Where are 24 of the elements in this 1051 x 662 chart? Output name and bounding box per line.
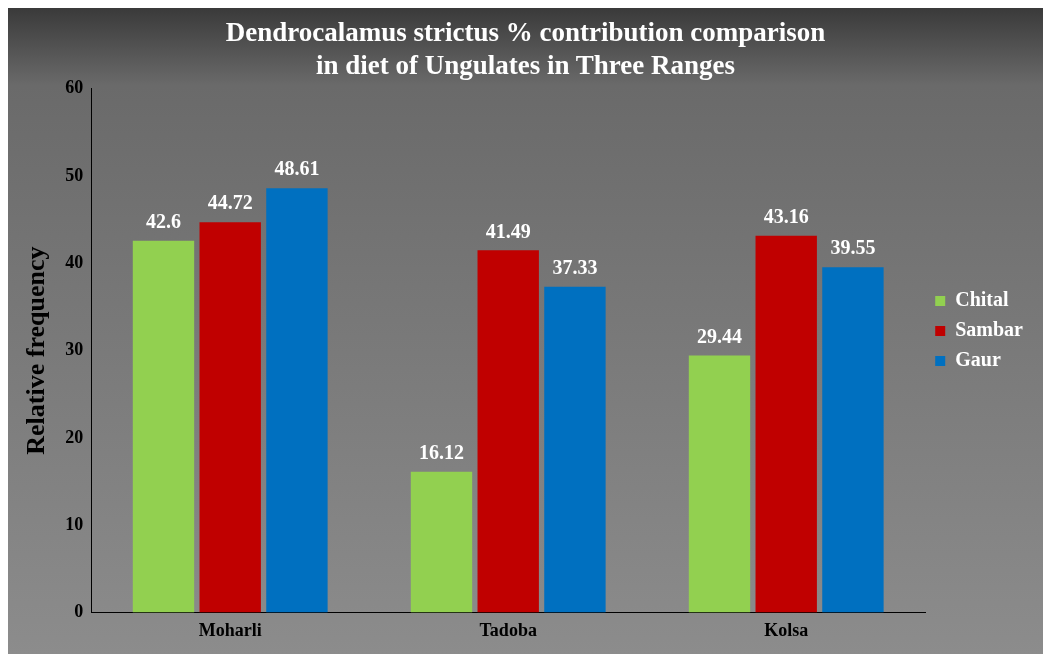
y-tick-label: 20 <box>65 426 84 447</box>
y-tick-label: 60 <box>65 77 84 98</box>
y-tick-label: 0 <box>74 601 84 622</box>
data-label: 48.61 <box>274 157 320 180</box>
y-tick-label: 30 <box>65 339 84 360</box>
data-label: 44.72 <box>207 191 253 214</box>
chart-title: Dendrocalamus strictus % contribution comparison in diet of Ungulates in Three Ranges <box>225 17 826 80</box>
legend-label: Sambar <box>955 318 1024 341</box>
y-tick-label: 10 <box>65 513 84 534</box>
legend-label: Gaur <box>955 348 1001 371</box>
data-label: 39.55 <box>830 236 876 259</box>
data-label: 16.12 <box>418 440 464 463</box>
data-label: 41.49 <box>485 219 531 242</box>
y-tick-label: 50 <box>65 164 84 185</box>
x-tick-label: Moharli <box>198 619 262 640</box>
y-axis-title: Relative frequency <box>21 246 51 455</box>
data-label: 43.16 <box>763 204 809 227</box>
x-tick-label: Tadoba <box>479 619 537 640</box>
y-tick-label: 40 <box>65 251 84 272</box>
legend-label: Chital <box>955 288 1009 311</box>
data-label: 29.44 <box>696 324 742 347</box>
data-label: 42.6 <box>145 209 181 232</box>
x-tick-label: Kolsa <box>764 619 809 640</box>
data-label: 37.33 <box>552 255 598 278</box>
